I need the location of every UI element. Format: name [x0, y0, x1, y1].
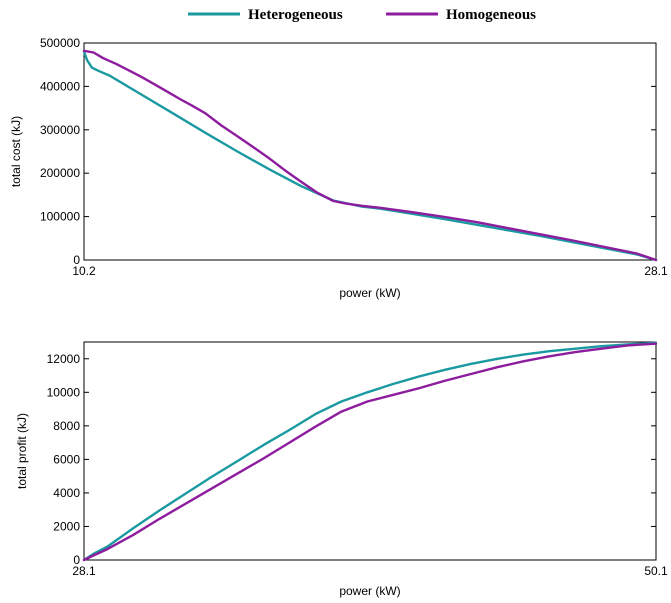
y-tick-label: 6000 [53, 452, 80, 466]
y-tick-label: 12000 [47, 352, 81, 366]
y-tick-label: 0 [73, 553, 80, 567]
cost-chart: 0 100000 200000 300000 400000 500000 10.2 28.1 p… [9, 36, 668, 300]
y-tick-label: 500000 [40, 36, 80, 50]
y-tick-label: 200000 [40, 166, 80, 180]
y-tick-label: 4000 [53, 486, 80, 500]
x-tick-label: 50.1 [644, 564, 668, 578]
legend-label-homogeneous: Homogeneous [446, 7, 536, 23]
y-tick-label: 400000 [40, 79, 80, 93]
x-axis-label: power (kW) [339, 286, 400, 300]
series-line-heterogeneous [82, 50, 658, 262]
y-tick-label: 10000 [47, 385, 81, 399]
profit-chart: 0 2000 4000 6000 8000 10000 12000 28.1 50.1 power… [15, 341, 668, 598]
series-line-homogeneous [82, 49, 658, 262]
y-tick-label: 2000 [53, 519, 80, 533]
legend-label-heterogeneous: Heterogeneous [248, 7, 343, 23]
y-axis-label: total cost (kJ) [9, 116, 23, 187]
plot-frame [83, 42, 657, 261]
x-axis-label: power (kW) [339, 584, 400, 598]
legend: Heterogeneous Homogeneous [188, 7, 536, 23]
series-line-homogeneous [82, 342, 658, 562]
plot-frame [83, 341, 657, 561]
x-tick-label: 10.2 [72, 264, 96, 278]
y-tick-label: 0 [73, 253, 80, 267]
y-tick-label: 8000 [53, 419, 80, 433]
x-tick-label: 28.1 [644, 264, 668, 278]
series-line-heterogeneous [82, 341, 658, 562]
y-tick-label: 300000 [40, 123, 80, 137]
x-tick-label: 28.1 [72, 564, 96, 578]
y-axis-label: total profit (kJ) [15, 413, 29, 489]
y-tick-label: 100000 [40, 210, 80, 224]
